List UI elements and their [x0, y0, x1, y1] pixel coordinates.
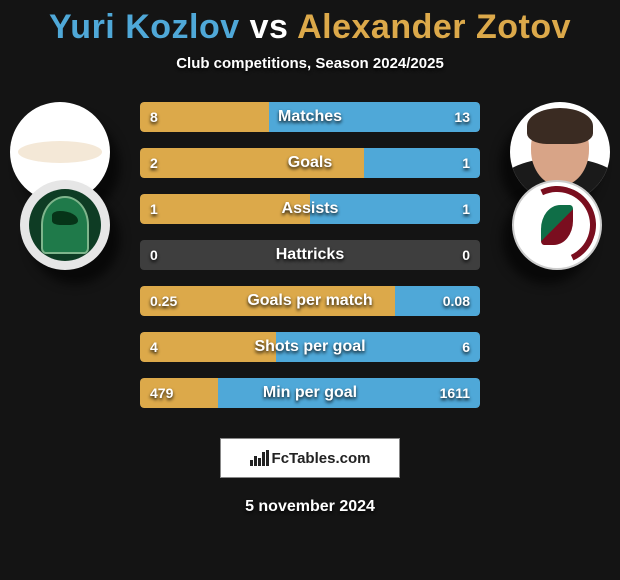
- player2-name: Alexander Zotov: [297, 8, 571, 46]
- stat-bars: 813Matches 21Goals 11Assists 00Hattricks 0.2…: [140, 102, 480, 424]
- title-vs: vs: [250, 8, 289, 46]
- stat-row: 00Hattricks: [140, 240, 480, 270]
- stat-row: 0.250.08Goals per match: [140, 286, 480, 316]
- team2-badge: [512, 180, 602, 270]
- stat-row: 21Goals: [140, 148, 480, 178]
- stat-label: Shots per goal: [140, 332, 480, 362]
- stat-row: 46Shots per goal: [140, 332, 480, 362]
- subtitle: Club competitions, Season 2024/2025: [0, 55, 620, 72]
- stat-label: Goals per match: [140, 286, 480, 316]
- stat-label: Goals: [140, 148, 480, 178]
- player1-name: Yuri Kozlov: [49, 8, 240, 46]
- stat-row: 11Assists: [140, 194, 480, 224]
- stat-label: Hattricks: [140, 240, 480, 270]
- stat-label: Matches: [140, 102, 480, 132]
- team1-badge: [20, 180, 110, 270]
- branding-badge: FcTables.com: [220, 438, 400, 478]
- chart-icon: [250, 450, 268, 466]
- stat-label: Min per goal: [140, 378, 480, 408]
- page-title: Yuri Kozlov vs Alexander Zotov: [0, 0, 620, 47]
- stat-row: 4791611Min per goal: [140, 378, 480, 408]
- stat-label: Assists: [140, 194, 480, 224]
- stat-row: 813Matches: [140, 102, 480, 132]
- branding-text: FcTables.com: [272, 450, 371, 467]
- export-date: 5 november 2024: [0, 498, 620, 516]
